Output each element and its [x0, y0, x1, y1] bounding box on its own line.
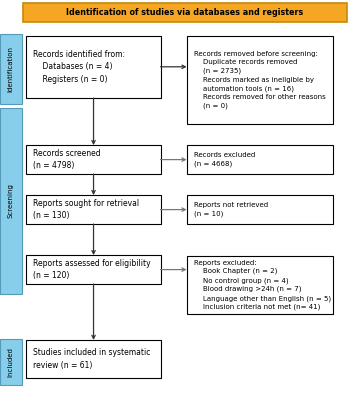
FancyBboxPatch shape — [23, 3, 347, 22]
FancyBboxPatch shape — [26, 255, 161, 284]
FancyBboxPatch shape — [26, 145, 161, 174]
FancyBboxPatch shape — [187, 36, 333, 124]
Text: Reports sought for retrieval
(n = 130): Reports sought for retrieval (n = 130) — [33, 199, 139, 220]
Text: Records screened
(n = 4798): Records screened (n = 4798) — [33, 149, 101, 170]
FancyBboxPatch shape — [187, 195, 333, 224]
Text: Studies included in systematic
review (n = 61): Studies included in systematic review (n… — [33, 348, 150, 370]
Text: Reports not retrieved
(n = 10): Reports not retrieved (n = 10) — [194, 202, 268, 217]
FancyBboxPatch shape — [187, 256, 333, 314]
FancyBboxPatch shape — [26, 195, 161, 224]
FancyBboxPatch shape — [26, 340, 161, 378]
FancyBboxPatch shape — [0, 108, 22, 294]
Text: Identification of studies via databases and registers: Identification of studies via databases … — [66, 8, 304, 17]
Text: Records identified from:
    Databases (n = 4)
    Registers (n = 0): Records identified from: Databases (n = … — [33, 50, 125, 84]
FancyBboxPatch shape — [187, 145, 333, 174]
Text: Records removed before screening:
    Duplicate records removed
    (n = 2735)
 : Records removed before screening: Duplic… — [194, 51, 326, 109]
Text: Reports assessed for eligibility
(n = 120): Reports assessed for eligibility (n = 12… — [33, 259, 151, 280]
FancyBboxPatch shape — [0, 339, 22, 385]
Text: Included: Included — [8, 347, 14, 377]
Text: Screening: Screening — [8, 184, 14, 218]
Text: Records excluded
(n = 4668): Records excluded (n = 4668) — [194, 152, 255, 167]
Text: Identification: Identification — [8, 46, 14, 92]
FancyBboxPatch shape — [26, 36, 161, 98]
Text: Reports excluded:
    Book Chapter (n = 2)
    No control group (n = 4)
    Bloo: Reports excluded: Book Chapter (n = 2) N… — [194, 260, 331, 310]
FancyBboxPatch shape — [0, 34, 22, 104]
